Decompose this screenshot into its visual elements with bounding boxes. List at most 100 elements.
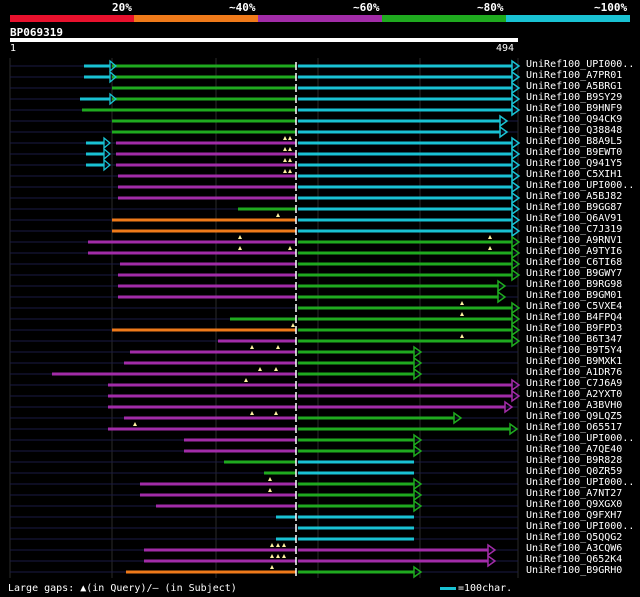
legend-swatch-100 — [506, 15, 630, 22]
gap-marker — [274, 411, 278, 415]
hit-arrow — [509, 422, 519, 436]
hit-label[interactable]: UniRef100_C5VXE4 — [526, 301, 623, 312]
hit-label[interactable]: UniRef100_UPI000.. — [526, 433, 635, 444]
hit-label[interactable]: UniRef100_B9GWY7 — [526, 268, 623, 279]
gap-marker — [460, 301, 464, 305]
hit-label[interactable]: UniRef100_A1DR76 — [526, 367, 623, 378]
hit-label[interactable]: UniRef100_A3CQW6 — [526, 543, 623, 554]
gap-marker — [288, 246, 292, 250]
gap-marker — [283, 169, 287, 173]
hit-label[interactable]: UniRef100_B9EWT0 — [526, 147, 623, 158]
scale-swatch — [440, 586, 456, 590]
legend-label-40: ~40% — [229, 1, 256, 14]
hit-arrow — [511, 191, 521, 205]
hit-arrow — [413, 565, 423, 579]
hit-arrow — [109, 70, 118, 84]
hit-label[interactable]: UniRef100_A2YXT0 — [526, 389, 623, 400]
hit-arrow — [511, 92, 521, 106]
hit-label[interactable]: UniRef100_UPI000.. — [526, 180, 635, 191]
hit-arrow — [413, 356, 423, 370]
hit-arrow — [499, 125, 509, 139]
hit-arrow — [511, 213, 521, 227]
gap-marker — [488, 246, 492, 250]
query-start: 1 — [10, 43, 17, 54]
hit-label[interactable]: UniRef100_B9GRH0 — [526, 565, 623, 576]
hit-arrow — [511, 235, 521, 249]
hit-arrow — [511, 169, 521, 183]
gap-marker — [282, 543, 286, 547]
hit-label[interactable]: UniRef100_A7QE40 — [526, 444, 623, 455]
hit-label[interactable]: UniRef100_A9RNV1 — [526, 235, 623, 246]
gap-marker — [460, 334, 464, 338]
hit-arrow — [511, 202, 521, 216]
hit-arrow — [499, 114, 509, 128]
gap-marker — [460, 312, 464, 316]
hit-label[interactable]: UniRef100_Q9LQZ5 — [526, 411, 623, 422]
hit-arrow — [511, 389, 521, 403]
hit-label[interactable]: UniRef100_Q6AV91 — [526, 213, 623, 224]
legend-label-100: ~100% — [594, 1, 628, 14]
hit-label[interactable]: UniRef100_B9MXK1 — [526, 356, 623, 367]
gap-marker — [276, 213, 280, 217]
hit-label[interactable]: UniRef100_UPI000.. — [526, 59, 635, 70]
hit-label[interactable]: UniRef100_C6TI68 — [526, 257, 623, 268]
hit-label[interactable]: UniRef100_B9FPD3 — [526, 323, 623, 334]
hit-label[interactable]: UniRef100_B9GM01 — [526, 290, 623, 301]
gap-marker — [274, 367, 278, 371]
hit-label[interactable]: UniRef100_Q9XGX0 — [526, 499, 623, 510]
hit-label[interactable]: UniRef100_C5XIH1 — [526, 169, 623, 180]
hit-label[interactable]: UniRef100_B8A9L5 — [526, 136, 623, 147]
hit-label[interactable]: UniRef100_B9T5Y4 — [526, 345, 623, 356]
hit-arrow — [511, 312, 521, 326]
hit-label[interactable]: UniRef100_Q941Y5 — [526, 158, 623, 169]
hit-arrow — [511, 323, 521, 337]
hit-label[interactable]: UniRef100_Q5QQG2 — [526, 532, 623, 543]
legend-swatch-60 — [258, 15, 382, 22]
hit-arrow — [511, 158, 521, 172]
hit-label[interactable]: UniRef100_B9HNF9 — [526, 103, 623, 114]
hit-label[interactable]: UniRef100_A7NT27 — [526, 488, 623, 499]
gap-marker — [282, 554, 286, 558]
hit-label[interactable]: UniRef100_C7J6A9 — [526, 378, 623, 389]
hit-label[interactable]: UniRef100_Q94CK9 — [526, 114, 623, 125]
gap-marker — [250, 345, 254, 349]
hit-arrow — [511, 334, 521, 348]
hit-label[interactable]: UniRef100_B9GG87 — [526, 202, 623, 213]
hit-label[interactable]: UniRef100_UPI000.. — [526, 477, 635, 488]
hit-label[interactable]: UniRef100_Q652K4 — [526, 554, 623, 565]
hit-label[interactable]: UniRef100_A9TYI6 — [526, 246, 623, 257]
hit-arrow — [497, 279, 507, 293]
hit-arrow — [511, 70, 521, 84]
hit-arrow — [413, 345, 423, 359]
hit-label[interactable]: UniRef100_B9R828 — [526, 455, 623, 466]
gap-marker — [238, 235, 242, 239]
scale-key: =100char. — [440, 583, 512, 594]
hit-label[interactable]: UniRef100_A5BRG1 — [526, 81, 623, 92]
hit-label[interactable]: UniRef100_C7J319 — [526, 224, 623, 235]
hit-label[interactable]: UniRef100_A3BVH0 — [526, 400, 623, 411]
hit-arrow — [511, 147, 521, 161]
gap-marker — [250, 411, 254, 415]
gap-marker — [268, 488, 272, 492]
hit-arrow — [511, 246, 521, 260]
hit-label[interactable]: UniRef100_Q38848 — [526, 125, 623, 136]
hit-label[interactable]: UniRef100_B9SY29 — [526, 92, 623, 103]
hit-label[interactable]: UniRef100_B4FPQ4 — [526, 312, 623, 323]
hit-arrow — [511, 180, 521, 194]
hit-label[interactable]: UniRef100_B6T347 — [526, 334, 623, 345]
hit-label[interactable]: UniRef100_A7PR01 — [526, 70, 623, 81]
hit-arrow — [511, 103, 521, 117]
gap-marker — [244, 378, 248, 382]
gap-marker — [276, 345, 280, 349]
hit-label[interactable]: UniRef100_Q9FXH7 — [526, 510, 623, 521]
hit-label[interactable]: UniRef100_Q0ZR59 — [526, 466, 623, 477]
hit-arrow — [511, 81, 521, 95]
hit-label[interactable]: UniRef100_B9RG98 — [526, 279, 623, 290]
hit-label[interactable]: UniRef100_O65517 — [526, 422, 623, 433]
hit-label[interactable]: UniRef100_A5BJ82 — [526, 191, 623, 202]
gap-marker — [276, 554, 280, 558]
hit-arrow — [413, 488, 423, 502]
hit-label[interactable]: UniRef100_UPI000.. — [526, 521, 635, 532]
hit-arrow — [413, 433, 423, 447]
gap-marker — [268, 477, 272, 481]
